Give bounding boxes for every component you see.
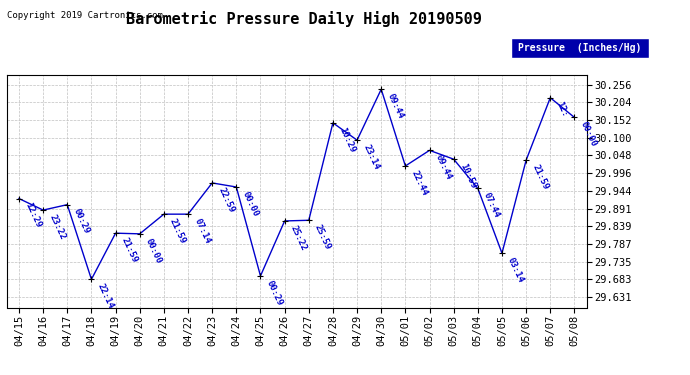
Text: 21:59: 21:59 — [120, 236, 139, 264]
Text: 10:59: 10:59 — [458, 162, 477, 190]
Text: Copyright 2019 Cartronics.com: Copyright 2019 Cartronics.com — [7, 11, 163, 20]
Text: 10:29: 10:29 — [337, 126, 357, 154]
Text: 22:44: 22:44 — [410, 169, 429, 197]
Text: 21:59: 21:59 — [531, 163, 550, 191]
Text: 12:: 12: — [555, 100, 569, 119]
Text: 23:14: 23:14 — [362, 143, 381, 171]
Text: 00:00: 00:00 — [579, 120, 598, 148]
Text: Pressure  (Inches/Hg): Pressure (Inches/Hg) — [518, 43, 641, 53]
Text: 25:59: 25:59 — [313, 223, 333, 251]
Text: 00:00: 00:00 — [144, 237, 164, 265]
Text: 00:00: 00:00 — [241, 190, 260, 218]
Text: 07:44: 07:44 — [482, 191, 502, 219]
Text: 00:29: 00:29 — [265, 279, 284, 307]
Text: 22:59: 22:59 — [217, 186, 236, 214]
Text: 22:14: 22:14 — [96, 282, 115, 310]
Text: 21:59: 21:59 — [168, 217, 188, 245]
Text: 09:44: 09:44 — [386, 92, 405, 120]
Text: Barometric Pressure Daily High 20190509: Barometric Pressure Daily High 20190509 — [126, 11, 482, 27]
Text: 07:14: 07:14 — [193, 217, 212, 245]
Text: 23:22: 23:22 — [48, 213, 67, 241]
Text: 09:44: 09:44 — [434, 153, 453, 181]
Text: 12:29: 12:29 — [23, 201, 43, 229]
Text: 03:14: 03:14 — [506, 256, 526, 284]
Text: 00:29: 00:29 — [72, 207, 91, 236]
Text: 25:22: 25:22 — [289, 224, 308, 252]
